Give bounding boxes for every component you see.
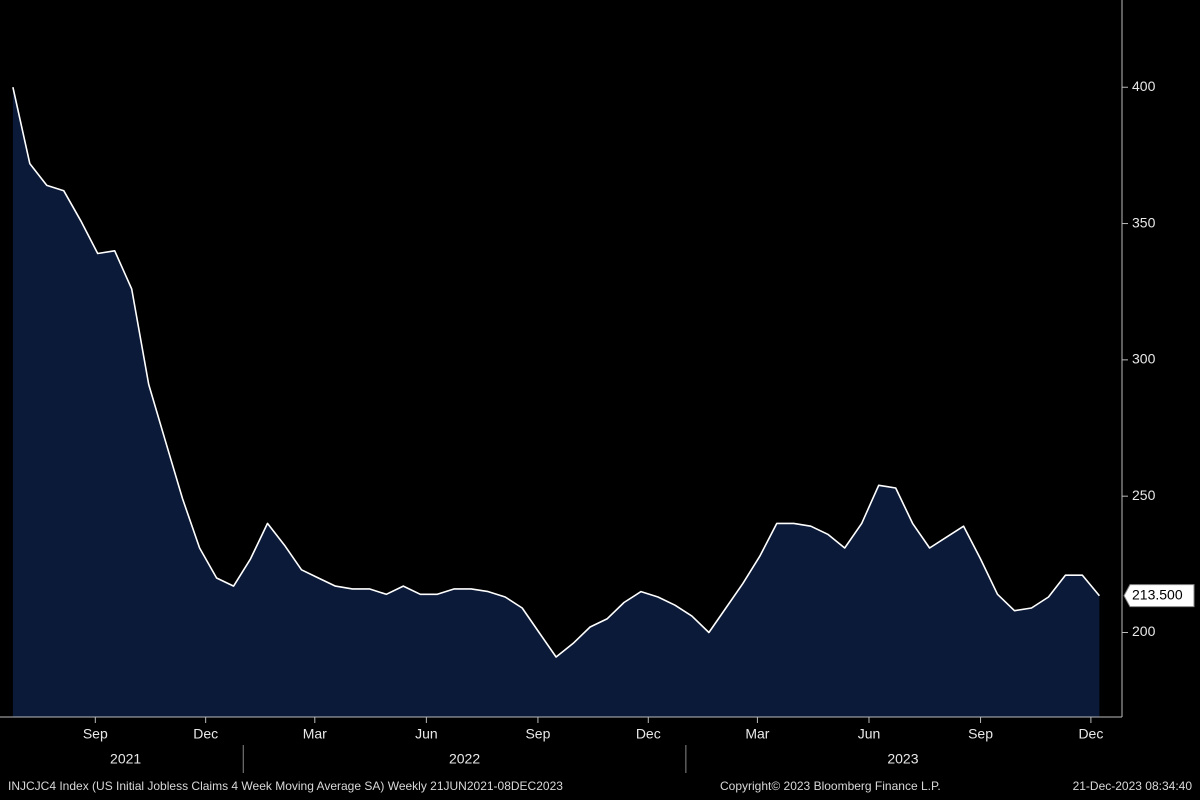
footer-description: INJCJC4 Index (US Initial Jobless Claims… (8, 779, 563, 793)
footer-timestamp: 21-Dec-2023 08:34:40 (1073, 779, 1193, 793)
x-tick-label: Jun (415, 726, 438, 742)
year-label: 2023 (887, 751, 918, 767)
x-tick-label: Sep (525, 726, 550, 742)
last-value-label: 213.500 (1132, 586, 1183, 602)
x-tick-label: Jun (858, 726, 881, 742)
x-tick-label: Sep (83, 726, 108, 742)
line (12, 87, 1101, 658)
year-label: 2022 (449, 751, 480, 767)
y-tick-label: 300 (1132, 351, 1156, 367)
area (12, 87, 1100, 717)
y-tick-label: 200 (1132, 623, 1156, 639)
footer-copyright: Copyright© 2023 Bloomberg Finance L.P. (720, 779, 941, 793)
x-tick-label: Mar (745, 726, 769, 742)
x-tick-label: Mar (303, 726, 327, 742)
y-tick-label: 350 (1132, 214, 1156, 230)
x-tick-label: Sep (968, 726, 993, 742)
x-tick-label: Dec (636, 726, 661, 742)
x-tick-label: Dec (1078, 726, 1103, 742)
y-tick-label: 250 (1132, 487, 1156, 503)
x-tick-label: Dec (193, 726, 218, 742)
last-value-box (1123, 584, 1195, 608)
y-tick-label: 400 (1132, 78, 1156, 94)
year-label: 2021 (110, 751, 141, 767)
